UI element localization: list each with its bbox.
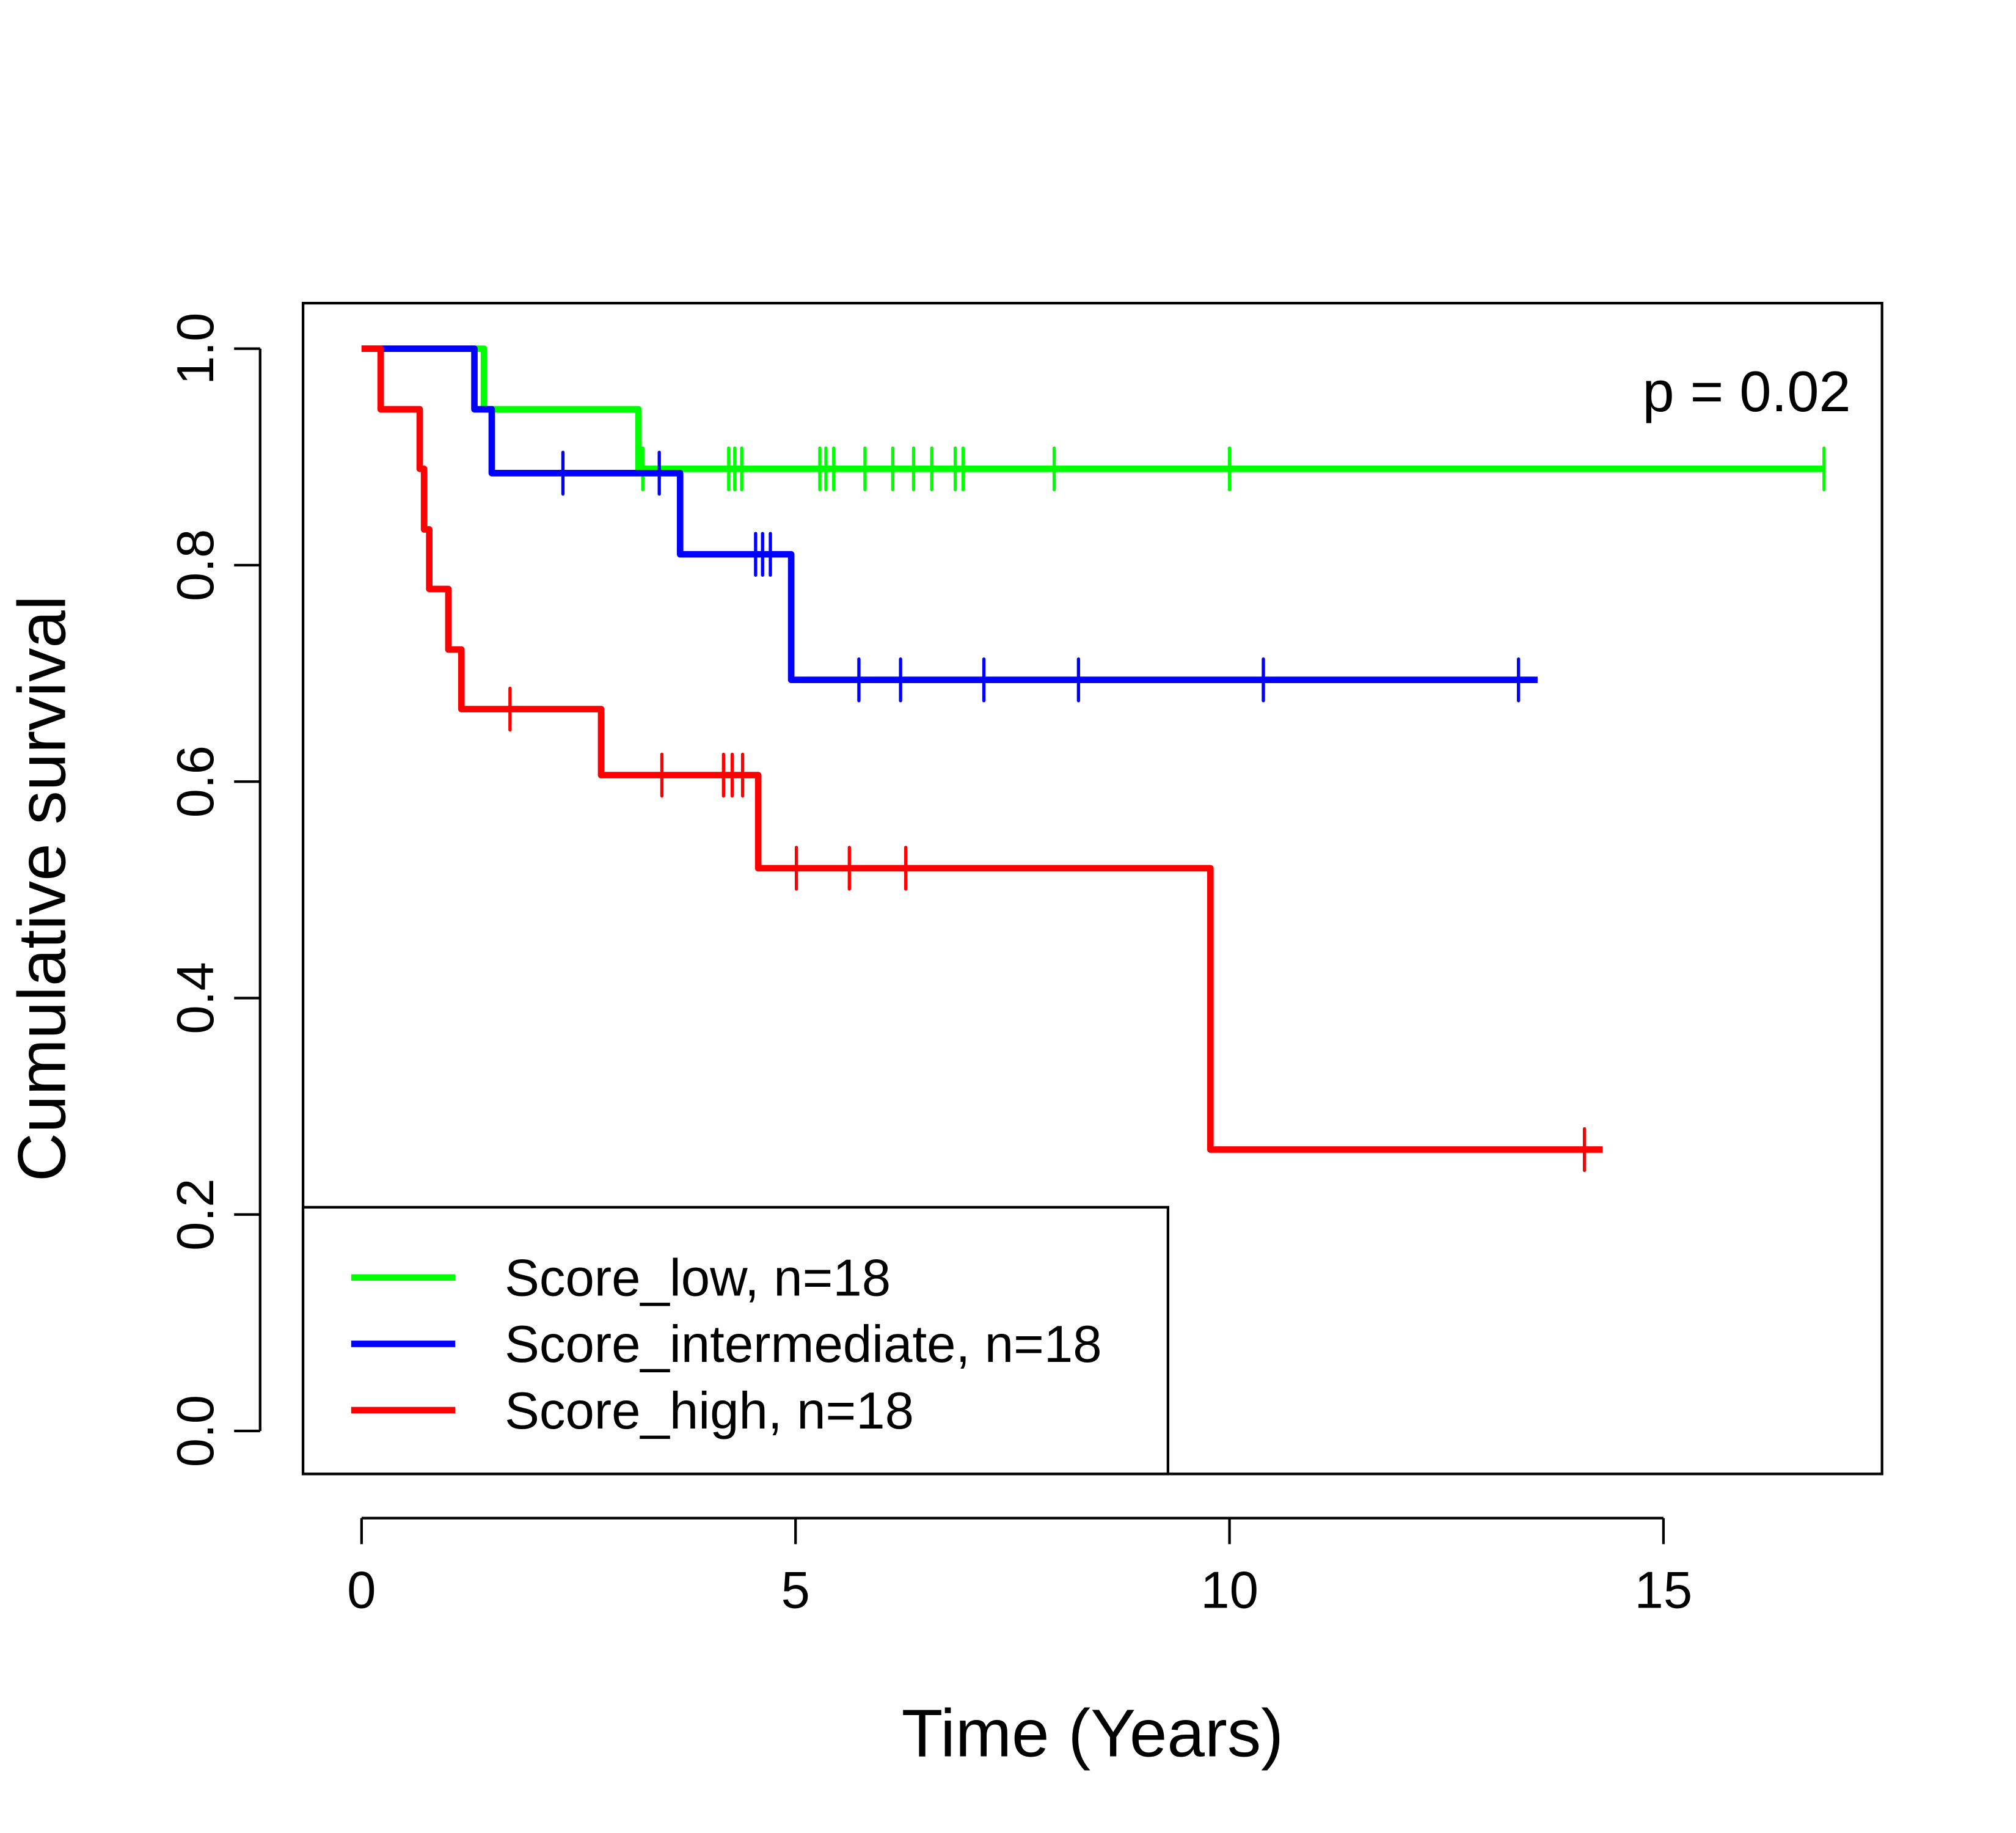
y-tick-label: 0.2 <box>167 1179 225 1251</box>
y-tick-label: 0.6 <box>167 745 225 818</box>
legend-label-high: Score_high, n=18 <box>505 1382 914 1440</box>
series-0 <box>361 345 1826 492</box>
survival-curve <box>361 345 1538 684</box>
y-tick-label: 0.8 <box>167 529 225 601</box>
y-tick-label: 1.0 <box>167 312 225 384</box>
legend-label-intermediate: Score_intermediate, n=18 <box>505 1315 1102 1374</box>
y-axis: 0.0 0.2 0.4 0.6 0.8 1.0 <box>167 312 261 1467</box>
x-axis: 0 5 10 15 <box>347 1517 1693 1620</box>
p-value-annotation: p = 0.02 <box>1643 359 1851 423</box>
y-axis-label: Cumulative survival <box>4 595 79 1182</box>
survival-curve <box>361 345 1824 472</box>
x-tick-label: 5 <box>781 1562 810 1620</box>
x-tick-label: 10 <box>1200 1562 1258 1620</box>
series-1 <box>361 345 1538 703</box>
x-tick-label: 0 <box>347 1562 376 1620</box>
curves <box>361 345 1826 1173</box>
x-axis-label: Time (Years) <box>902 1696 1284 1771</box>
legend-label-low: Score_low, n=18 <box>505 1249 891 1308</box>
series-2 <box>361 345 1603 1173</box>
legend: Score_low, n=18 Score_intermediate, n=18… <box>301 1206 1169 1476</box>
y-tick-label: 0.4 <box>167 962 225 1034</box>
survival-curve <box>361 345 1603 1153</box>
y-tick-label: 0.0 <box>167 1395 225 1467</box>
x-tick-label: 15 <box>1635 1562 1693 1620</box>
